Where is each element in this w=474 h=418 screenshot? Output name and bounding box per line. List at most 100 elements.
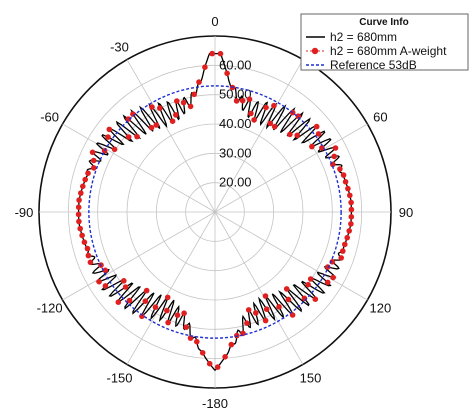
a-weight-point <box>122 284 129 290</box>
a-weight-point <box>324 279 331 286</box>
a-weight-point <box>174 312 181 319</box>
a-weight-point <box>134 133 140 140</box>
a-weight-point <box>338 255 345 261</box>
angle-tick-label-7: 150 <box>300 370 322 385</box>
a-weight-point <box>244 320 250 327</box>
a-weight-point <box>164 307 170 314</box>
angle-tick-label-2: -60 <box>40 110 59 125</box>
a-weight-point <box>75 211 82 218</box>
angle-tick-label-4: -120 <box>37 301 63 316</box>
a-weight-point <box>307 276 314 282</box>
a-weight-point <box>181 310 187 317</box>
a-weight-point <box>251 117 257 123</box>
a-weight-point <box>125 116 132 122</box>
a-weight-point <box>330 274 336 281</box>
a-weight-point <box>276 304 282 310</box>
a-weight-point <box>324 264 331 270</box>
a-weight-point <box>81 239 88 245</box>
a-weight-point <box>85 252 92 259</box>
series-a-weight-markers <box>75 50 355 370</box>
a-weight-point <box>271 102 277 109</box>
a-weight-point <box>111 146 118 153</box>
a-weight-point <box>228 341 235 348</box>
a-weight-point <box>309 143 315 150</box>
a-weight-point <box>345 185 351 192</box>
a-weight-point <box>191 91 197 98</box>
a-weight-point <box>271 123 278 130</box>
a-weight-point <box>96 278 102 285</box>
a-weight-point <box>348 221 354 227</box>
a-weight-point <box>125 134 132 140</box>
grid-spoke-210 <box>126 211 216 365</box>
a-weight-point <box>348 199 354 206</box>
a-weight-point <box>337 166 343 172</box>
a-weight-point <box>287 131 293 138</box>
polar-grid <box>38 35 392 389</box>
legend-item-1: h2 = 680mm <box>330 30 397 44</box>
angle-tick-label-8: 120 <box>370 301 392 316</box>
a-weight-point <box>262 293 269 299</box>
angle-tick-label-6: -180 <box>202 396 228 411</box>
radial-tick-labels: 20.00 30.00 40.00 50.00 60.00 <box>219 57 252 189</box>
a-weight-point <box>224 70 230 77</box>
a-weight-point <box>331 153 338 160</box>
a-weight-point <box>263 306 270 313</box>
radial-tick-label-4: 60.00 <box>219 57 252 72</box>
grid-spoke-300 <box>62 123 216 213</box>
a-weight-point <box>267 120 274 127</box>
grid-spoke-150 <box>214 211 304 365</box>
a-weight-point <box>173 112 179 118</box>
a-weight-point <box>348 214 355 220</box>
a-weight-point <box>187 103 194 110</box>
a-weight-point <box>253 310 259 316</box>
a-weight-point <box>332 145 339 151</box>
radial-tick-label-0: 20.00 <box>219 175 252 190</box>
a-weight-point <box>164 294 171 301</box>
a-weight-point <box>82 176 88 183</box>
grid-spoke-240 <box>62 211 216 301</box>
a-weight-point <box>214 364 221 370</box>
a-weight-point <box>289 312 296 318</box>
legend-item-3: Reference 53dB <box>330 58 417 72</box>
a-weight-point <box>342 179 349 185</box>
a-weight-point <box>75 204 82 210</box>
angle-tick-label-0: 0 <box>211 14 218 29</box>
a-weight-point <box>148 124 155 131</box>
a-weight-point <box>115 299 122 306</box>
series-layer <box>75 50 355 371</box>
a-weight-point <box>76 197 82 203</box>
a-weight-point <box>248 110 254 117</box>
a-weight-point <box>196 79 202 85</box>
radial-tick-label-3: 50.00 <box>219 87 252 102</box>
grid-spoke-60 <box>214 123 368 213</box>
a-weight-point <box>262 317 269 324</box>
a-weight-point <box>245 307 252 313</box>
a-weight-point <box>157 105 163 111</box>
a-weight-point <box>346 228 353 234</box>
a-weight-point <box>79 232 85 239</box>
a-weight-point <box>340 248 346 254</box>
a-weight-point <box>209 50 215 57</box>
a-weight-point <box>87 259 94 266</box>
a-weight-point <box>143 287 150 294</box>
a-weight-point <box>90 157 97 164</box>
a-weight-point <box>344 234 351 241</box>
radial-tick-label-2: 40.00 <box>219 116 252 131</box>
a-weight-point <box>153 122 160 128</box>
a-weight-point <box>89 149 96 156</box>
a-weight-point <box>149 104 155 110</box>
angle-tick-label-1: -30 <box>110 40 129 55</box>
a-weight-point <box>305 281 311 288</box>
a-weight-point <box>91 165 97 171</box>
a-weight-point <box>217 50 224 57</box>
a-weight-point <box>294 132 301 139</box>
a-weight-point <box>80 183 86 190</box>
a-weight-point <box>222 354 228 360</box>
a-weight-point <box>183 324 190 331</box>
legend: Curve Info h2 = 680mm h2 = 680mm A-weigh… <box>300 13 469 72</box>
a-weight-point <box>139 313 145 320</box>
a-weight-point <box>313 123 320 130</box>
a-weight-point <box>180 99 187 106</box>
a-weight-point <box>152 304 159 311</box>
